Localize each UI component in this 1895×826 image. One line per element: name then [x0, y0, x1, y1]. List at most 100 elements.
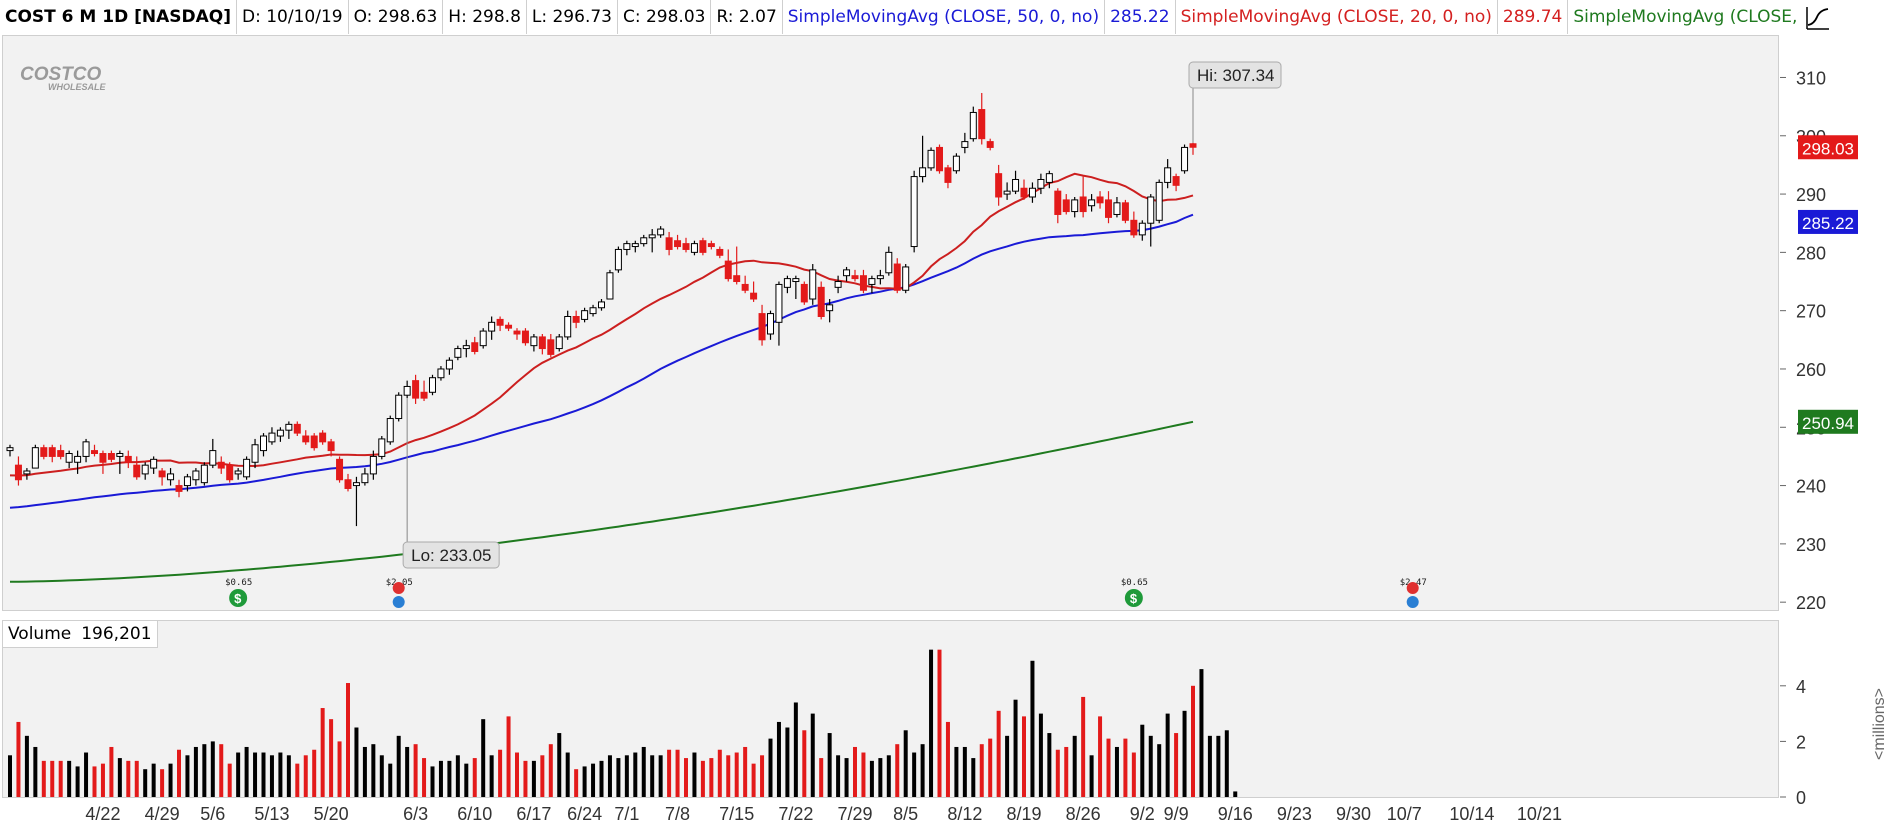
sma20-line: [9, 172, 1194, 477]
candle-body: [302, 435, 310, 443]
volume-bars: [8, 649, 1238, 797]
candle-body: [902, 266, 910, 291]
candle-body: [200, 464, 208, 484]
volume-bar: [134, 760, 139, 797]
volume-bar: [1140, 724, 1145, 797]
candle: [91, 444, 98, 457]
volume-bar: [1207, 735, 1212, 797]
candle-body: [1189, 143, 1197, 148]
date-tick-label: 6/24: [567, 804, 602, 824]
earnings-bulb-icon: [392, 596, 405, 608]
candle: [1105, 191, 1112, 224]
volume-bar: [498, 749, 503, 797]
volume-bar: [413, 744, 418, 797]
candle: [226, 462, 234, 483]
volume-bar: [886, 755, 891, 797]
candle: [192, 468, 200, 486]
candle: [462, 339, 470, 358]
candle: [1071, 196, 1079, 218]
candle-body: [885, 251, 893, 274]
sma200-study-label[interactable]: SimpleMovingAvg (CLOSE, 200, 0, no): [1568, 0, 1800, 34]
volume-bar: [565, 752, 570, 797]
volume-bar: [979, 744, 984, 797]
candle: [648, 229, 656, 253]
candle-body: [606, 272, 614, 300]
candle: [420, 380, 428, 402]
volume-bar: [303, 755, 308, 797]
candle-body: [1079, 196, 1087, 213]
volume-bar: [464, 763, 469, 797]
candle-body: [352, 482, 360, 487]
candle: [1079, 176, 1087, 218]
candle-body: [496, 318, 504, 326]
candle-body: [648, 234, 656, 239]
candle-body: [310, 435, 318, 449]
candle: [513, 328, 521, 340]
volume-bar: [996, 710, 1001, 797]
candle-body: [116, 453, 124, 457]
candle: [783, 275, 791, 294]
candle: [589, 304, 597, 317]
candle: [369, 450, 377, 480]
low-label-box: [402, 541, 500, 569]
candle: [167, 468, 175, 486]
candle: [547, 333, 555, 358]
volume-bar: [41, 760, 46, 797]
candle: [969, 106, 977, 142]
sma50-study-label[interactable]: SimpleMovingAvg (CLOSE, 50, 0, no): [783, 0, 1106, 34]
candle: [336, 456, 344, 483]
volume-unit-label: <millions>: [1871, 688, 1888, 760]
volume-bar: [988, 738, 993, 797]
candle: [1062, 194, 1070, 215]
price-panel[interactable]: [2, 35, 1779, 611]
earnings-icon: [392, 582, 405, 594]
volume-bar: [67, 760, 72, 797]
candle: [978, 92, 986, 145]
last-value-bg: [1798, 209, 1858, 234]
volume-bar: [1123, 738, 1128, 797]
candle-body: [521, 330, 529, 344]
candle-body: [893, 263, 901, 291]
volume-label-box: Volume 196,201: [3, 621, 158, 648]
candle: [961, 132, 969, 154]
candle: [141, 462, 149, 480]
candle: [57, 444, 65, 460]
earnings-bulb-icon: [1406, 596, 1419, 608]
volume-bar: [379, 755, 384, 797]
candle: [581, 307, 589, 323]
candle-body: [251, 444, 259, 463]
candle-body: [1071, 199, 1079, 213]
date-tick-label: 10/21: [1517, 804, 1562, 824]
volume-bar: [388, 763, 393, 797]
candle-body: [1062, 199, 1070, 213]
candle: [1121, 199, 1129, 224]
sma20-study-label[interactable]: SimpleMovingAvg (CLOSE, 20, 0, no): [1176, 0, 1498, 34]
candle-body: [471, 342, 479, 352]
candle: [116, 450, 124, 474]
candle: [234, 468, 242, 480]
svg-text:WHOLESALE: WHOLESALE: [48, 82, 106, 92]
low-readout: L: 296.73: [527, 0, 618, 34]
candle-body: [817, 286, 825, 318]
candle-body: [1172, 176, 1180, 186]
candle: [707, 240, 715, 250]
volume-bar: [531, 760, 536, 797]
candle: [538, 333, 546, 355]
symbol-label[interactable]: COST 6 M 1D [NASDAQ]: [0, 0, 238, 34]
candle: [158, 468, 166, 486]
drawing-tool-icon[interactable]: [1804, 4, 1832, 32]
volume-bar: [151, 763, 156, 797]
candle-body: [978, 109, 986, 140]
volume-bar: [793, 702, 798, 797]
candle: [606, 269, 614, 300]
volume-bar: [1064, 746, 1069, 797]
candle: [251, 438, 259, 469]
candle-body: [699, 240, 707, 253]
price-tick-label: 240: [1796, 477, 1826, 497]
candle-body: [217, 461, 225, 469]
volume-bar: [853, 746, 857, 797]
candle: [885, 246, 893, 276]
price-tick-label: 230: [1796, 535, 1826, 555]
volume-bar: [346, 683, 350, 797]
candle-body: [513, 330, 521, 335]
